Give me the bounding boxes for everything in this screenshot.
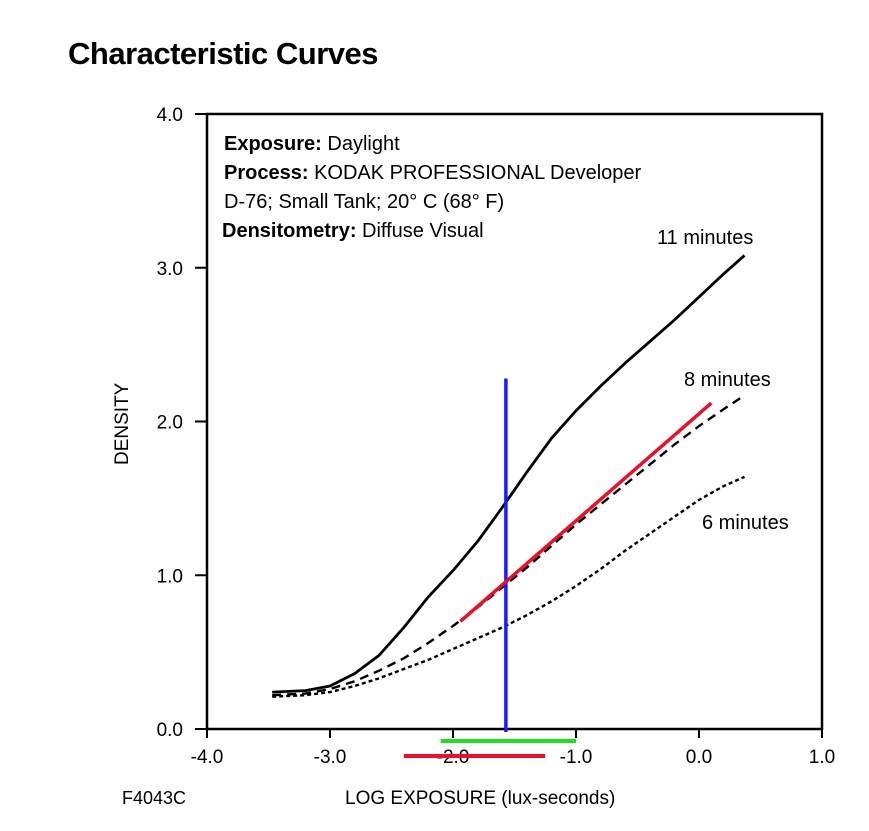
- densitometry-value: Diffuse Visual: [362, 220, 484, 242]
- exposure-label: Exposure:: [224, 133, 322, 155]
- curve-label-6-minutes: 6 minutes: [702, 512, 789, 534]
- curve-label-11-minutes: 11 minutes: [657, 227, 753, 249]
- exposure-value: Daylight: [327, 133, 400, 155]
- y-tick-label: 0.0: [157, 720, 183, 741]
- axis-tick-labels: -4.0-3.0-2.0-1.00.01.00.01.02.03.04.0: [157, 105, 836, 768]
- x-tick-label: -4.0: [191, 747, 224, 768]
- page-title: Characteristic Curves: [68, 36, 379, 71]
- x-tick-label: 1.0: [809, 747, 835, 768]
- y-tick-label: 2.0: [157, 413, 183, 434]
- y-tick-label: 3.0: [157, 259, 183, 280]
- y-tick-label: 4.0: [157, 105, 183, 126]
- curve-11-minutes: [272, 254, 746, 694]
- red-gradient-segment: [459, 401, 713, 623]
- conditions-annotation: Exposure: Daylight Process: KODAK PROFES…: [222, 130, 642, 246]
- curve-8-minutes: [272, 394, 746, 697]
- y-axis-label: DENSITY: [112, 382, 133, 465]
- x-axis-label: LOG EXPOSURE (lux-seconds): [345, 788, 616, 809]
- densitometry-label: Densitometry:: [222, 220, 357, 242]
- process-value-line2: D-76; Small Tank; 20° C (68° F): [224, 191, 505, 213]
- annotation-marks: [403, 378, 713, 758]
- x-tick-label: 0.0: [686, 747, 712, 768]
- curve-6-minutes: [272, 475, 745, 698]
- curve-label-8-minutes: 8 minutes: [684, 369, 771, 391]
- x-tick-label: -1.0: [560, 747, 593, 768]
- curves: [272, 254, 746, 698]
- process-value-line1: KODAK PROFESSIONAL Developer: [314, 162, 642, 184]
- axis-ticks: [195, 113, 823, 738]
- process-label: Process:: [224, 162, 309, 184]
- figure-id: F4043C: [122, 788, 187, 808]
- y-tick-label: 1.0: [157, 566, 183, 587]
- x-tick-label: -3.0: [314, 747, 347, 768]
